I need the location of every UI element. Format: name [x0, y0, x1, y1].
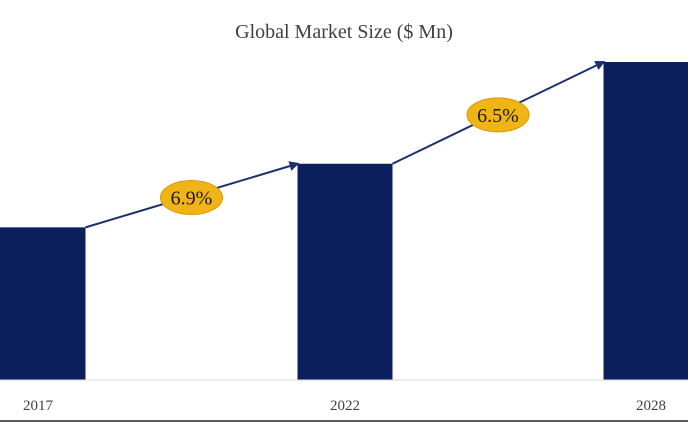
bar-group: [0, 62, 688, 380]
cagr-label-2: 6.5%: [477, 105, 519, 127]
chart-title: Global Market Size ($ Mn): [235, 21, 453, 43]
x-tick-label-2022: 2022: [330, 398, 360, 414]
x-tick-label-2017: 2017: [23, 398, 54, 414]
x-tick-label-2028: 2028: [636, 398, 666, 414]
growth-arrow-group: 6.9% 6.5%: [85, 60, 606, 229]
bar-2022: [297, 163, 393, 380]
x-tick-labels: 2017 2022 2028: [23, 398, 666, 414]
bar-2017: [0, 227, 86, 380]
cagr-badge-2: [466, 97, 530, 133]
bar-2028: [603, 62, 688, 380]
cagr-badge-1: [160, 180, 223, 216]
cagr-label-1: 6.9%: [171, 188, 213, 210]
